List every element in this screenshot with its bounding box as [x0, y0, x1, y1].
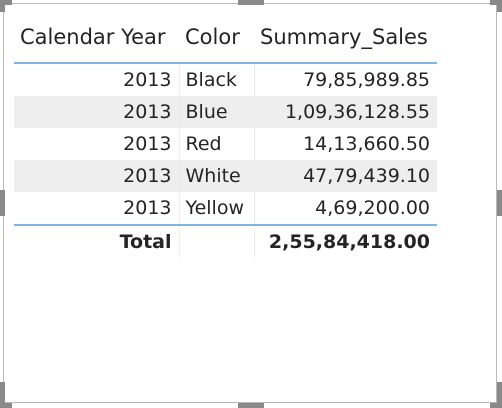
total-row: Total 2,55,84,418.00 — [14, 224, 437, 258]
cell-year: 2013 — [14, 128, 180, 160]
cell-color: Yellow — [179, 192, 255, 225]
table-row: 2013 Red 14,13,660.50 — [14, 128, 437, 160]
cell-color: Red — [179, 128, 255, 160]
resize-handle-bottom-right[interactable] — [490, 403, 502, 408]
resize-handle-top[interactable] — [238, 0, 264, 5]
cell-year: 2013 — [14, 192, 180, 225]
resize-handle-bottom-right[interactable] — [497, 382, 502, 408]
resize-handle-bottom-left[interactable] — [0, 382, 5, 408]
resize-handle-top-left[interactable] — [0, 0, 5, 12]
cell-sales: 47,79,439.10 — [254, 160, 437, 192]
resize-handle-top-right[interactable] — [497, 0, 502, 12]
table-visual[interactable]: Calendar Year Color Summary_Sales 2013 B… — [3, 3, 497, 403]
table-row: 2013 White 47,79,439.10 — [14, 160, 437, 192]
cell-color: Black — [179, 63, 255, 96]
cell-sales: 14,13,660.50 — [303, 133, 430, 155]
cell-color: White — [179, 160, 255, 192]
total-label: Total — [14, 224, 180, 258]
header-calendar-year[interactable]: Calendar Year — [14, 12, 179, 64]
cell-color: Blue — [179, 96, 255, 128]
resize-handle-bottom[interactable] — [238, 403, 264, 408]
cell-sales: 4,69,200.00 — [315, 197, 430, 219]
resize-handle-right[interactable] — [497, 190, 502, 216]
header-summary-sales[interactable]: Summary_Sales — [254, 12, 437, 64]
total-color-empty — [179, 224, 255, 258]
header-row: Calendar Year Color Summary_Sales — [14, 12, 437, 64]
header-color[interactable]: Color — [179, 12, 254, 64]
resize-handle-top-right[interactable] — [490, 0, 502, 5]
resize-handle-left[interactable] — [0, 190, 5, 216]
table-row: 2013 Yellow 4,69,200.00 — [14, 192, 437, 225]
cell-year: 2013 — [14, 96, 180, 128]
cell-sales: 1,09,36,128.55 — [254, 96, 437, 128]
table-row: 2013 Black 79,85,989.85 — [14, 63, 437, 96]
cell-year: 2013 — [14, 160, 180, 192]
resize-handle-top-left[interactable] — [0, 0, 12, 5]
total-sales: 2,55,84,418.00 — [254, 224, 437, 258]
cell-year: 2013 — [14, 63, 180, 96]
cell-sales: 79,85,989.85 — [303, 69, 430, 91]
sales-table: Calendar Year Color Summary_Sales 2013 B… — [14, 12, 437, 258]
table-row: 2013 Blue 1,09,36,128.55 — [14, 96, 437, 128]
resize-handle-bottom-left[interactable] — [0, 403, 12, 408]
